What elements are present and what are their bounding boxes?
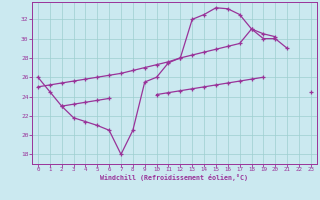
- X-axis label: Windchill (Refroidissement éolien,°C): Windchill (Refroidissement éolien,°C): [100, 174, 248, 181]
